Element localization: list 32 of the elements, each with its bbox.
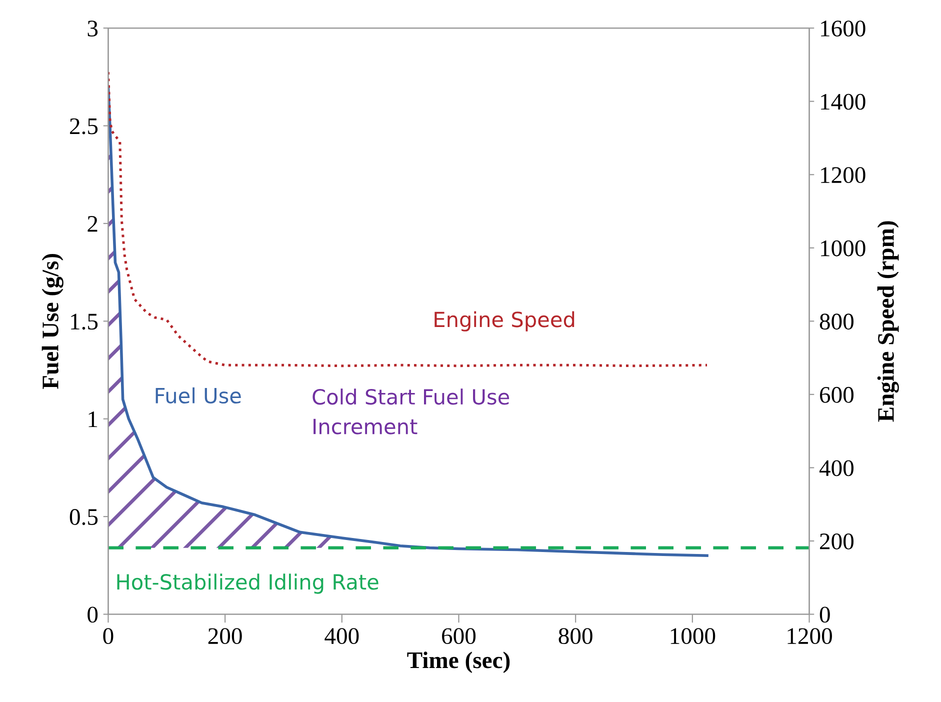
x-tick-label: 800 (558, 628, 592, 644)
x-tick-label: 400 (324, 628, 359, 644)
annotation: Cold Start Fuel Use Increment (312, 388, 510, 434)
y2-tick-label: 400 (819, 460, 854, 476)
x-tick-label: 200 (208, 628, 242, 644)
y2-tick-label: 800 (820, 314, 854, 330)
y2-tick-label: 1200 (821, 167, 866, 184)
series-label: Fuel Use (156, 387, 241, 404)
y-tick-label: 0.5 (70, 509, 98, 526)
y2-tick-label: 0 (820, 606, 830, 623)
y2-tick-label: 600 (820, 386, 854, 403)
y-tick-label: 3 (88, 20, 98, 37)
x-tick-label: 1200 (788, 628, 832, 644)
y-tick-label: 2.5 (70, 118, 98, 134)
y2-tick-label: 1400 (821, 94, 866, 110)
x-tick-label: 1000 (670, 628, 716, 644)
y2-tick-label: 1000 (821, 240, 866, 256)
y-tick-label: 1 (88, 411, 98, 428)
y2-tick-label: 200 (820, 533, 854, 550)
y-tick-label: 0 (88, 606, 98, 623)
x-tick-label: 600 (442, 628, 476, 644)
x-axis-title: Time (sec) (407, 652, 510, 674)
y-tick-label: 2 (88, 216, 98, 232)
line-series (108, 70, 708, 368)
y-axis-title: Fuel Use (g/s) (42, 254, 64, 389)
y-tick-label: 1.5 (71, 314, 98, 330)
line-series (108, 85, 708, 558)
series-label: Engine Speed (434, 311, 574, 332)
y2-axis-title: Engine Speed (rpm) (877, 221, 899, 422)
x-tick-label: 0 (103, 628, 114, 644)
ref-line-label: Hot-Stabilized Idling Rate (117, 574, 378, 594)
y2-tick-label: 1600 (821, 20, 866, 37)
